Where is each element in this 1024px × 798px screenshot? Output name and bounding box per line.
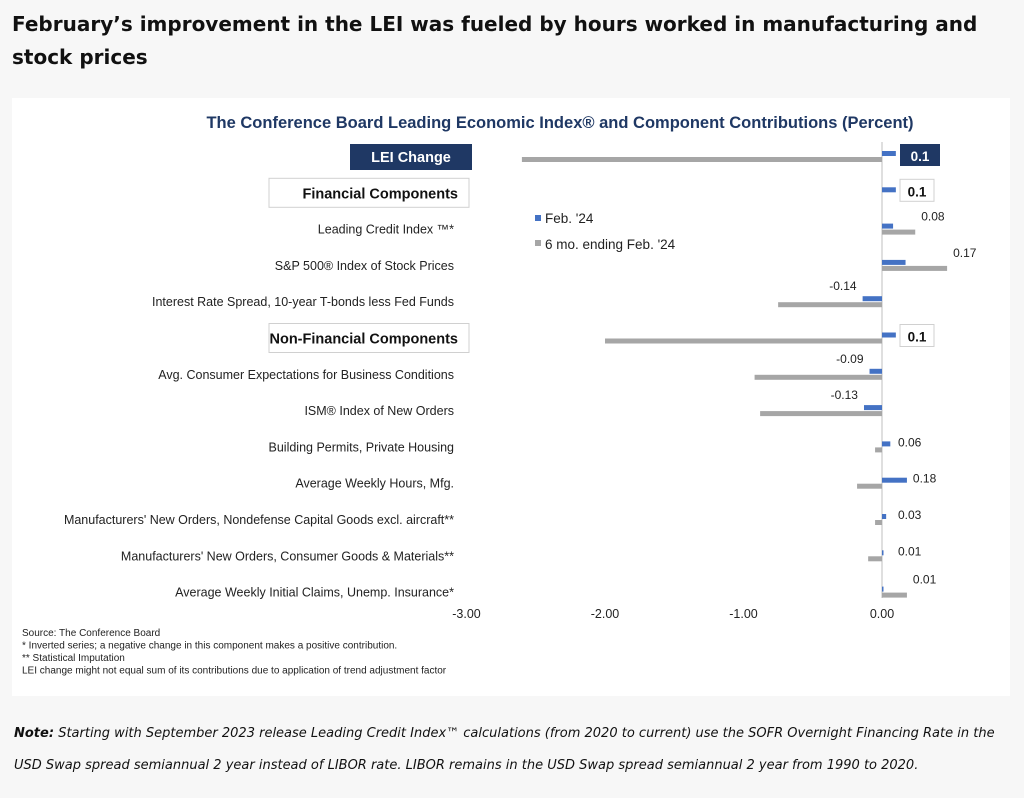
feb-bar	[862, 296, 882, 302]
chart-panel: The Conference Board Leading Economic In…	[12, 98, 1010, 696]
category-label: S&P 500® Index of Stock Prices	[275, 259, 454, 273]
header-value-box	[899, 324, 935, 347]
feb-bar	[882, 550, 884, 556]
six-month-bar	[868, 556, 882, 562]
header-label-box	[268, 323, 470, 353]
category-label: Non-Financial Components	[270, 332, 459, 348]
data-label: 0.06	[898, 435, 922, 449]
lei-label-box	[350, 144, 472, 170]
lei-contributions-chart: The Conference Board Leading Economic In…	[22, 114, 977, 677]
data-label: 0.1	[911, 149, 930, 164]
header-value-box	[899, 178, 935, 202]
six-month-bar	[760, 411, 882, 417]
data-label: -0.09	[836, 352, 864, 366]
category-label: Interest Rate Spread, 10-year T-bonds le…	[152, 295, 454, 309]
data-label: 0.03	[898, 508, 922, 522]
data-label: 0.08	[921, 210, 945, 224]
feb-bar	[882, 514, 887, 519]
category-label: Building Permits, Private Housing	[269, 440, 455, 454]
x-tick-label: -3.00	[452, 607, 481, 621]
legend-swatch-feb	[535, 215, 541, 221]
data-label: 0.01	[898, 544, 922, 558]
x-tick-label: 0.00	[870, 607, 894, 621]
data-label: 0.18	[913, 472, 937, 486]
x-tick-label: -1.00	[729, 607, 758, 621]
legend-swatch-six	[535, 240, 541, 246]
feb-bar	[882, 441, 891, 447]
six-month-bar	[875, 447, 882, 453]
x-tick-label: -2.00	[591, 607, 620, 621]
six-month-bar	[882, 229, 916, 235]
feb-bar	[869, 368, 882, 374]
footnote: ** Statistical Imputation	[22, 653, 125, 664]
data-label: 0.1	[908, 184, 927, 199]
category-label: Manufacturers' New Orders, Nondefense Ca…	[64, 513, 454, 527]
legend-label-six: 6 mo. ending Feb. '24	[545, 237, 676, 252]
footnote: Source: The Conference Board	[22, 628, 160, 639]
feb-bar	[882, 332, 896, 338]
footnote: * Inverted series; a negative change in …	[22, 641, 397, 652]
footnote: LEI change might not equal sum of its co…	[22, 666, 447, 677]
feb-bar	[882, 151, 896, 156]
header-label-box	[268, 177, 470, 208]
six-month-bar	[754, 374, 882, 380]
six-month-bar	[882, 592, 907, 598]
data-label: -0.14	[829, 279, 857, 293]
category-label: Average Weekly Hours, Mfg.	[295, 477, 454, 491]
feb-bar	[882, 187, 896, 193]
feb-bar	[882, 223, 894, 229]
headline: February’s improvement in the LEI was fu…	[12, 12, 978, 69]
category-label: Leading Credit Index ™*	[318, 223, 454, 237]
data-label: 0.17	[953, 246, 977, 260]
note: Note: Starting with September 2023 relea…	[14, 718, 1014, 782]
six-month-bar	[521, 157, 882, 162]
category-label: Financial Components	[303, 186, 459, 202]
category-label: Manufacturers' New Orders, Consumer Good…	[121, 549, 454, 563]
feb-bar	[863, 405, 882, 411]
note-label: Note:	[14, 726, 55, 741]
data-label: -0.13	[831, 388, 859, 402]
chart-title: The Conference Board Leading Economic In…	[206, 114, 913, 132]
category-label: ISM® Index of New Orders	[304, 404, 454, 418]
category-label: Avg. Consumer Expectations for Business …	[158, 368, 454, 382]
feb-bar	[882, 586, 884, 592]
category-label: Average Weekly Initial Claims, Unemp. In…	[175, 586, 454, 600]
six-month-bar	[882, 265, 948, 271]
feb-bar	[882, 477, 907, 483]
data-label: 0.1	[908, 330, 927, 345]
lei-value-box	[900, 144, 940, 166]
data-label: 0.01	[913, 573, 937, 587]
note-text: Starting with September 2023 release Lea…	[14, 726, 995, 773]
six-month-bar	[857, 483, 882, 489]
six-month-bar	[605, 338, 882, 344]
feb-bar	[882, 259, 906, 265]
legend-label-feb: Feb. '24	[545, 211, 594, 226]
category-label: LEI Change	[371, 150, 451, 166]
six-month-bar	[875, 520, 882, 525]
six-month-bar	[778, 302, 882, 308]
